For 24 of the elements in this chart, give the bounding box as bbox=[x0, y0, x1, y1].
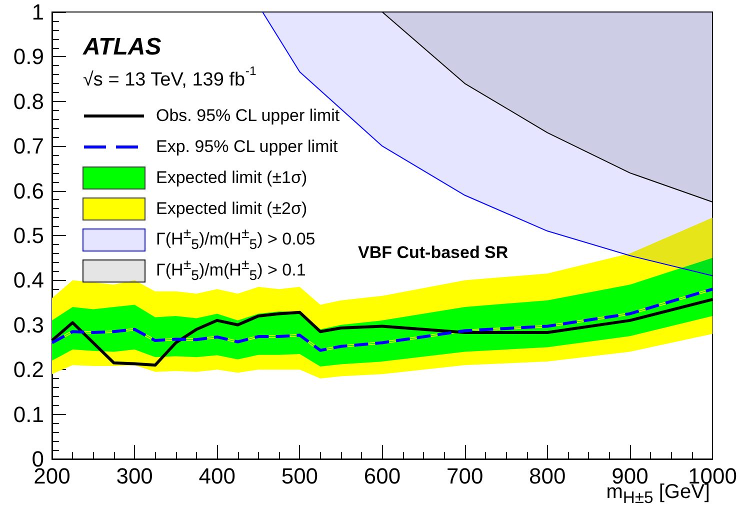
legend-label: Exp. 95% CL upper limit bbox=[156, 136, 338, 156]
x-tick-label: 700 bbox=[446, 464, 484, 488]
y-tick-label: 0.8 bbox=[13, 88, 44, 114]
y-tick-label: 0.2 bbox=[13, 357, 44, 382]
legend-label: Expected limit (±1σ) bbox=[156, 168, 308, 188]
text: ATLAS bbox=[82, 34, 162, 60]
x-tick-label: 500 bbox=[281, 464, 318, 488]
y-tick-label: 1 bbox=[32, 0, 44, 24]
x-tick-label: 800 bbox=[529, 464, 566, 488]
x-tick-label: 600 bbox=[364, 464, 401, 488]
x-tick-label: 300 bbox=[116, 464, 153, 488]
x-tick-label: 400 bbox=[198, 464, 236, 488]
y-tick-label: 0.3 bbox=[13, 312, 44, 338]
y-tick-label: 0.5 bbox=[13, 223, 44, 248]
y-tick-label: 0.7 bbox=[13, 134, 44, 159]
y-tick-label: 0.9 bbox=[13, 44, 44, 70]
y-tick-label: 0.1 bbox=[13, 402, 44, 427]
y-tick-label: 0.6 bbox=[13, 178, 44, 204]
legend-label: Obs. 95% CL upper limit bbox=[156, 106, 340, 126]
legend-label: Expected limit (±2σ) bbox=[156, 198, 308, 218]
y-tick-label: 0.4 bbox=[13, 268, 44, 293]
legend-label: Γ(H$^{±}$$_{5}$)/m(H$^{±}$$_{5}$) > 0.05 bbox=[156, 226, 316, 254]
legend-label: Γ(H$^{±}$$_{5}$)/m(H$^{±}$$_{5}$) > 0.1 bbox=[156, 256, 306, 284]
annotation: VBF Cut-based SR bbox=[358, 243, 508, 262]
